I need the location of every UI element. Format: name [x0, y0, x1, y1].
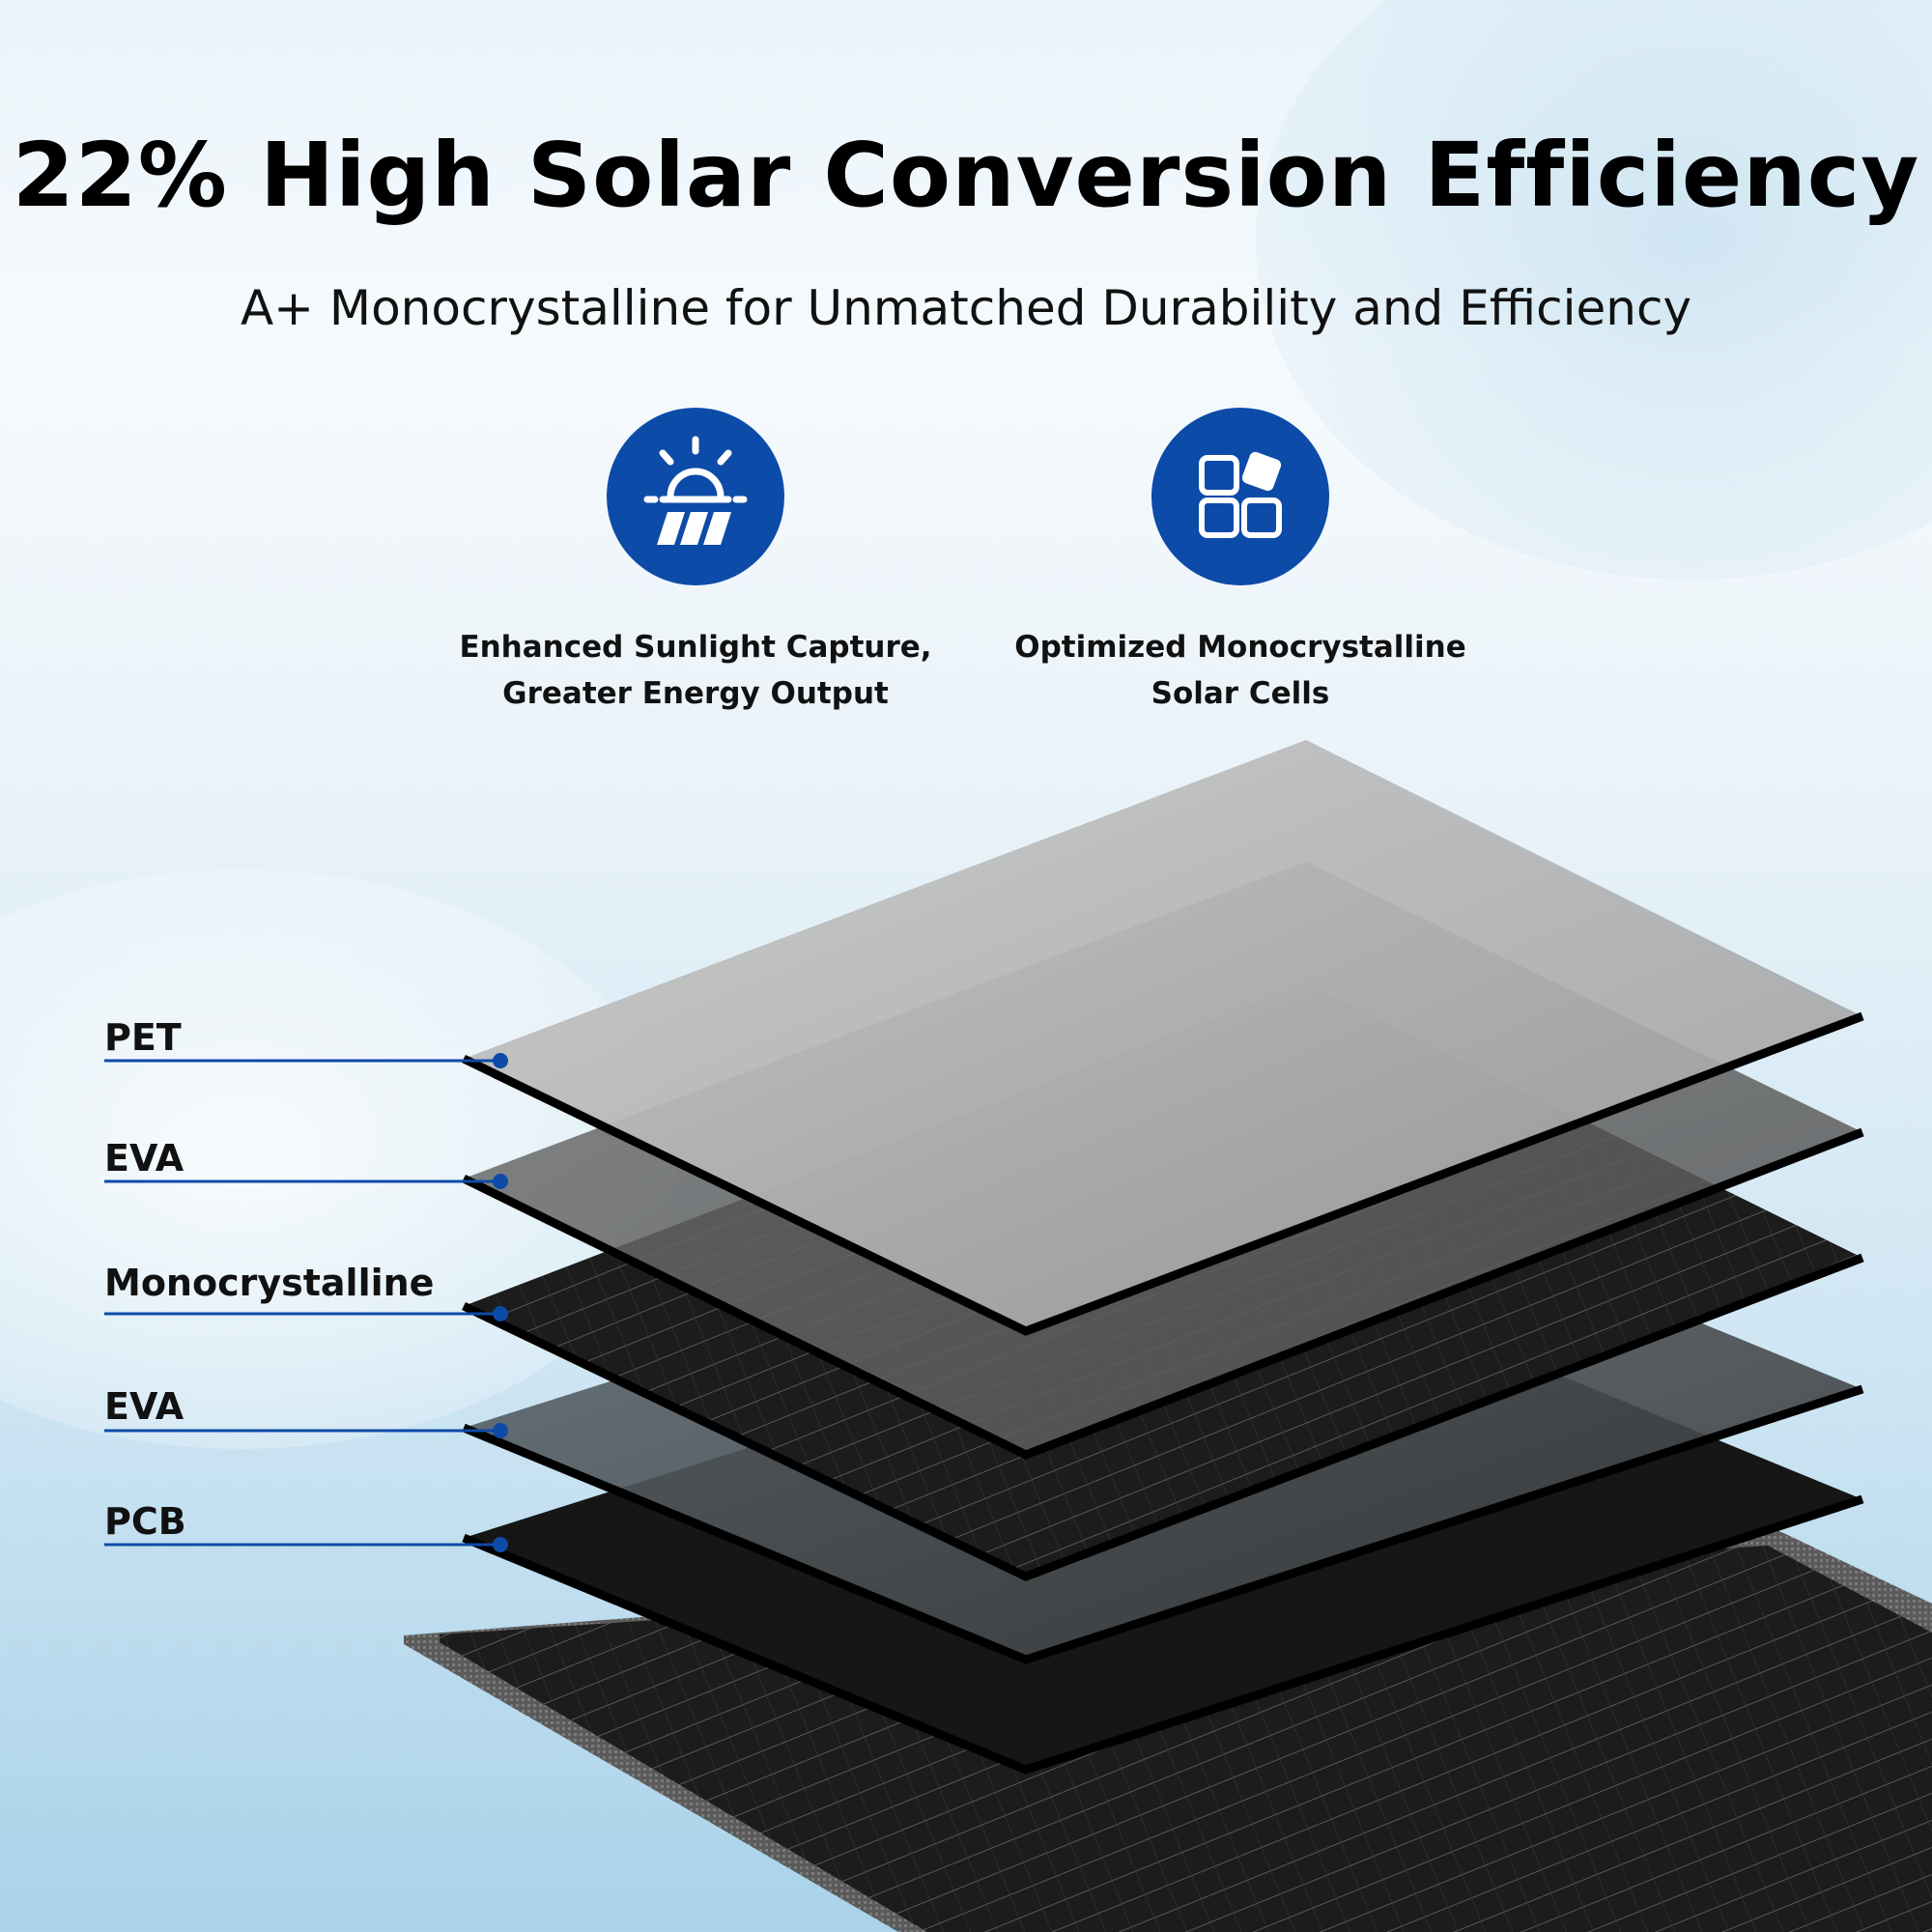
layer-label-pet: PET: [104, 1016, 182, 1059]
layer-label-eva-lower: EVA: [104, 1385, 185, 1428]
layer-label-pcb: PCB: [104, 1500, 186, 1543]
layer-pet: [462, 740, 1864, 1336]
layer-label-monocrystalline: Monocrystalline: [104, 1262, 435, 1304]
layer-label-eva-upper: EVA: [104, 1137, 185, 1179]
cells-grid-icon: [1151, 408, 1329, 585]
subheadline: A+ Monocrystalline for Unmatched Durabil…: [240, 280, 1692, 336]
solar-panel-sun-icon: [607, 408, 784, 585]
feature-caption-cells: Optimized Monocrystalline Solar Cells: [1014, 630, 1466, 711]
feature-sunlight-capture: Enhanced Sunlight Capture, Greater Energ…: [444, 408, 947, 717]
feature-caption-sunlight: Enhanced Sunlight Capture, Greater Energ…: [459, 630, 932, 711]
callout-lines: [104, 1053, 508, 1552]
feature-monocrystalline-cells: Optimized Monocrystalline Solar Cells: [989, 408, 1492, 717]
headline: 22% High Solar Conversion Efficiency: [12, 124, 1920, 227]
